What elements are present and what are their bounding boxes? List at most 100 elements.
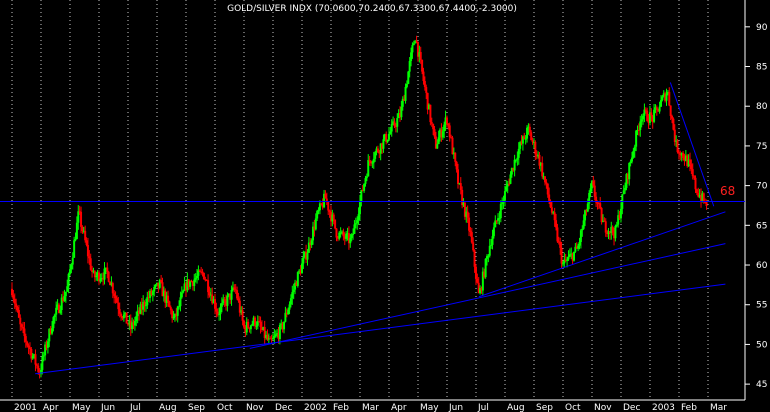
candle-body	[419, 52, 422, 60]
candle-body	[265, 334, 268, 338]
candle-body	[405, 83, 408, 87]
candle-body	[588, 192, 591, 204]
candle-body	[488, 245, 491, 256]
candle-body	[178, 306, 181, 308]
candle-body	[254, 317, 257, 326]
candle-body	[48, 328, 51, 342]
candle-body	[382, 139, 385, 149]
candle-body	[106, 267, 109, 272]
candle-body	[433, 129, 436, 137]
candle-body	[255, 325, 258, 327]
annotation-label: 68	[720, 184, 735, 198]
candle-body	[626, 174, 629, 180]
candle-body	[381, 143, 384, 149]
candle-body	[563, 259, 566, 264]
candle-body	[390, 124, 393, 132]
candle-body	[89, 258, 92, 270]
candle-body	[654, 107, 657, 110]
candle-body	[643, 109, 646, 116]
candle-body	[100, 277, 103, 279]
candle-body	[671, 115, 674, 119]
candle-body	[428, 104, 431, 110]
candle-body	[537, 154, 540, 157]
candle-body	[335, 228, 338, 238]
candle-body	[204, 279, 207, 281]
candle-body	[414, 40, 417, 44]
candle-body	[179, 297, 182, 307]
candle-body	[205, 280, 208, 282]
candle-body	[404, 86, 407, 101]
candle-body	[142, 301, 145, 310]
candle-body	[492, 227, 495, 237]
candle-body	[133, 320, 136, 326]
candle-body	[523, 136, 526, 140]
candle-body	[350, 234, 353, 238]
candle-body	[354, 223, 357, 225]
candle-body	[585, 210, 588, 212]
candle-body	[41, 356, 44, 370]
candle-body	[505, 186, 508, 192]
candle-body	[407, 71, 410, 84]
candle-body	[284, 312, 287, 322]
candle-body	[154, 284, 157, 287]
candle-body	[309, 242, 312, 246]
candle-body	[679, 153, 682, 156]
candle-body	[441, 131, 444, 138]
candle-body	[103, 268, 106, 280]
candle-body	[454, 152, 457, 162]
x-tick-label: Mar	[362, 403, 379, 412]
x-tick-label: Nov	[246, 403, 264, 412]
candle-body	[657, 108, 660, 112]
candle-body	[289, 298, 292, 305]
candle-body	[122, 314, 125, 319]
candle-body	[51, 328, 54, 334]
candle-body	[499, 203, 502, 219]
candle-body	[273, 335, 276, 339]
candle-body	[324, 193, 327, 199]
candle-body	[111, 283, 114, 294]
candle-body	[483, 271, 486, 278]
candle-body	[292, 289, 295, 293]
candle-body	[86, 244, 89, 257]
x-axis-ticks: 2001 Apr May Jun Jul Aug Sep Oct Nov Dec 2002 Feb Ma…	[14, 403, 727, 412]
candle-body	[276, 333, 279, 335]
candle-body	[92, 271, 95, 273]
candle-body	[62, 297, 65, 301]
x-tick-label: Oct	[217, 403, 233, 412]
candle-body	[294, 282, 297, 290]
candle-body	[487, 255, 490, 257]
candle-body	[582, 220, 585, 229]
x-tick-label: May	[420, 403, 439, 412]
y-tick-label: 85	[756, 63, 767, 73]
candle-body	[364, 178, 367, 184]
candle-body	[310, 240, 313, 246]
candle-body	[182, 290, 185, 293]
candle-body	[700, 195, 703, 202]
candle-body	[336, 237, 339, 239]
candle-body	[358, 201, 361, 215]
candle-body	[640, 119, 643, 122]
candle-body	[697, 193, 700, 197]
candle-body	[396, 118, 399, 127]
candle-body	[676, 140, 679, 153]
candle-body	[559, 241, 562, 248]
candle-body	[91, 269, 94, 273]
candle-body	[629, 161, 632, 164]
candle-body	[659, 100, 662, 107]
candle-body	[295, 282, 298, 286]
candle-body	[479, 288, 482, 294]
candle-body	[636, 130, 639, 132]
candle-body	[28, 347, 31, 349]
candle-body	[497, 218, 500, 221]
x-tick-label: Jun	[448, 403, 463, 412]
candle-body	[121, 316, 124, 319]
candle-body	[172, 316, 175, 319]
candle-body	[368, 160, 371, 162]
candle-body	[274, 334, 277, 336]
candle-body	[695, 189, 698, 194]
candle-body	[624, 187, 627, 191]
candle-body	[400, 106, 403, 118]
candle-body	[155, 282, 158, 285]
candle-body	[104, 267, 107, 269]
y-tick-label: 50	[756, 340, 768, 350]
